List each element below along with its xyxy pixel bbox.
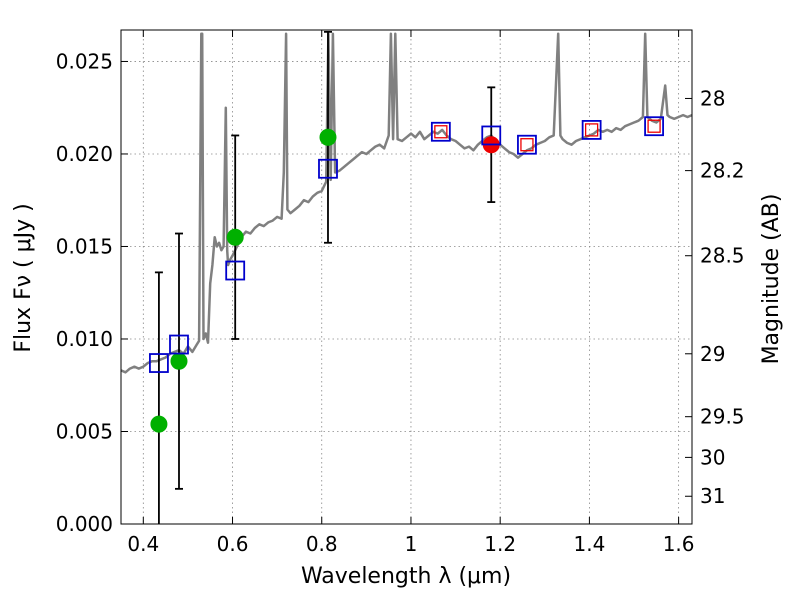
y-tick-label: 0.015 — [56, 234, 113, 258]
y-axis-label: Flux Fν ( μJy ) — [11, 203, 36, 352]
x-tick-label: 1.2 — [484, 532, 516, 556]
model-point — [225, 260, 246, 281]
model-point — [430, 121, 451, 142]
model-point — [169, 334, 189, 355]
x-tick-label: 0.6 — [217, 532, 249, 556]
right-tick-label: 29 — [700, 342, 725, 366]
y-tick-label: 0.020 — [56, 142, 113, 166]
right-tick-label: 31 — [700, 484, 725, 508]
model-point — [318, 158, 338, 179]
grid-layer — [121, 30, 692, 525]
right-tick-label: 28 — [700, 86, 725, 110]
spectrum-layer — [120, 32, 693, 374]
x-tick-label: 0.4 — [127, 532, 159, 556]
right-tick-label: 28.2 — [700, 159, 745, 183]
y-tick-label: 0.025 — [56, 49, 113, 73]
model-point — [581, 120, 602, 140]
x-tick-label: 1.6 — [663, 532, 695, 556]
right-tick-label: 28.5 — [700, 244, 745, 268]
spectrum-line — [120, 32, 693, 374]
x-tick-label: 0.8 — [306, 532, 338, 556]
observed-point — [170, 352, 188, 370]
observed-point — [150, 415, 168, 433]
model-point-inner — [584, 123, 599, 137]
model-points-layer — [149, 116, 664, 373]
y-tick-label: 0.005 — [56, 419, 113, 443]
observed-point — [226, 228, 244, 246]
model-point-inner — [520, 138, 534, 152]
tick-layer: 0.4 0.6 0.8 1 1.2 1.4 1.6 0.000 0.005 0.010 0.015 0… — [56, 30, 745, 556]
x-tick-label: 1.4 — [573, 532, 605, 556]
right-axis-label: Magnitude (AB) — [759, 194, 784, 365]
model-point — [644, 116, 664, 137]
plot-frame — [120, 29, 693, 525]
errorbar-layer — [154, 30, 496, 524]
model-point — [149, 353, 169, 373]
model-point — [517, 134, 537, 155]
right-tick-label: 30 — [700, 445, 725, 469]
model-point — [481, 125, 502, 146]
observed-point — [319, 128, 337, 146]
x-tick-label: 1 — [405, 532, 418, 556]
model-point-inner — [434, 125, 448, 139]
y-tick-label: 0.010 — [56, 327, 113, 351]
x-axis-label: Wavelength λ (μm) — [301, 564, 511, 589]
y-tick-label: 0.000 — [56, 512, 113, 536]
model-point-inner — [647, 119, 661, 133]
right-tick-label: 29.5 — [700, 405, 745, 429]
